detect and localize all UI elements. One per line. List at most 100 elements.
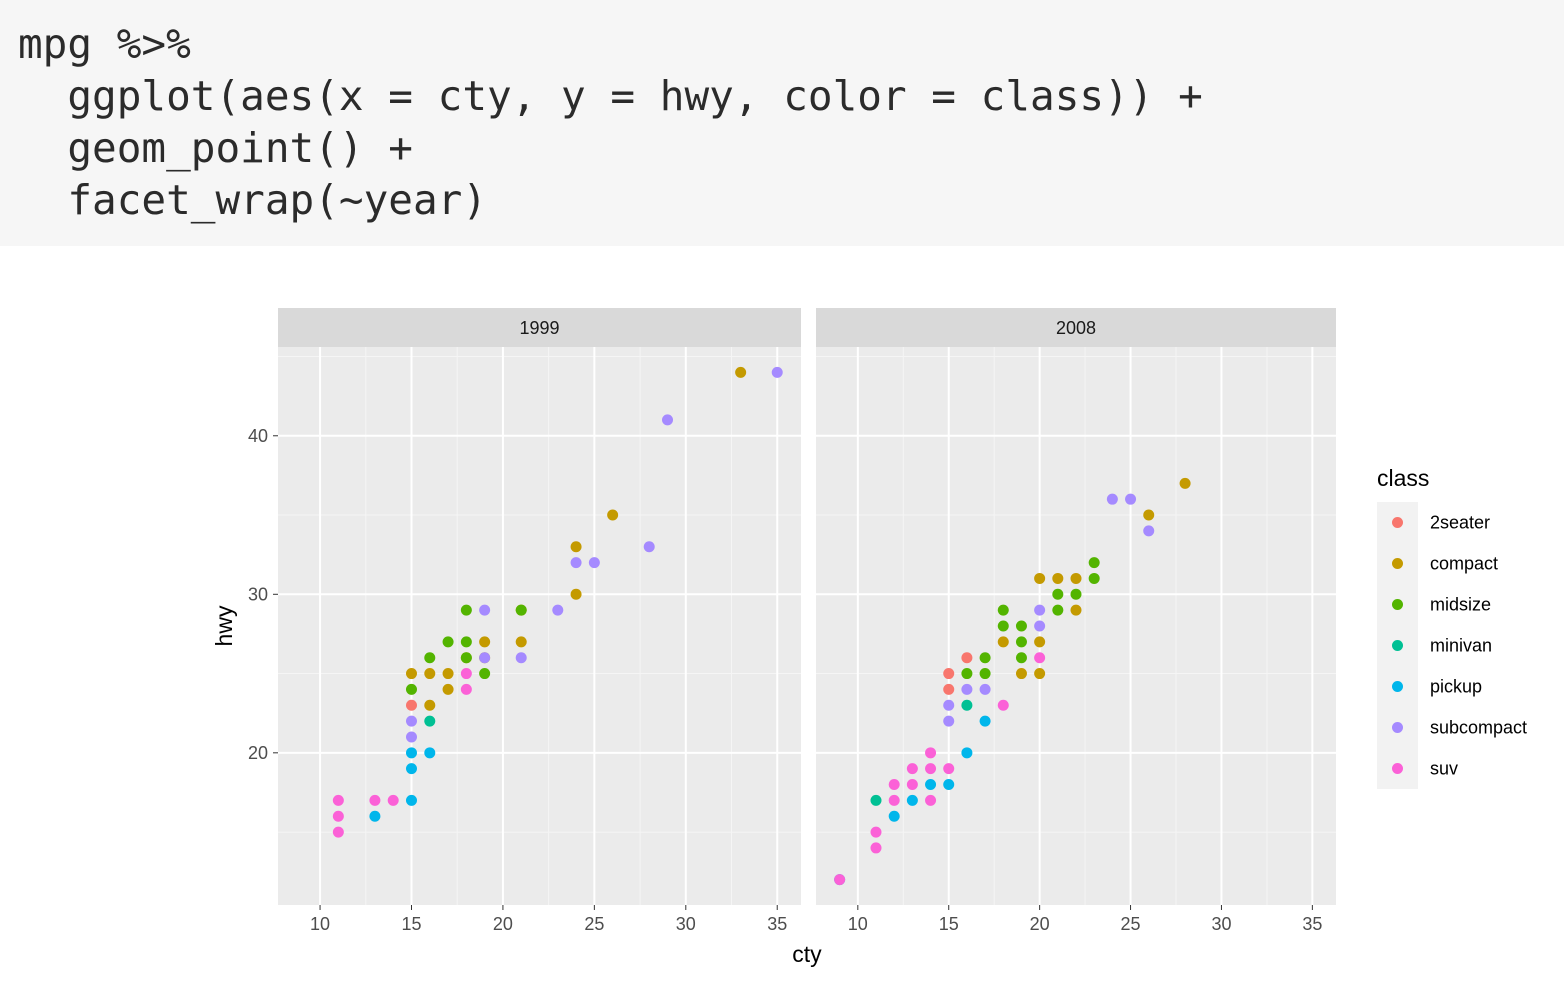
facet-strip-label: 2008 bbox=[1056, 318, 1096, 338]
y-tick-label: 20 bbox=[248, 743, 268, 763]
data-point bbox=[1106, 493, 1118, 505]
data-point bbox=[460, 668, 472, 680]
data-point bbox=[943, 763, 955, 775]
data-point bbox=[943, 668, 955, 680]
legend-swatch bbox=[1392, 517, 1403, 528]
legend-label: pickup bbox=[1430, 677, 1482, 697]
code-block: mpg %>% ggplot(aes(x = cty, y = hwy, col… bbox=[0, 0, 1564, 246]
panel-background bbox=[816, 347, 1336, 905]
code-line: mpg %>% bbox=[18, 20, 191, 68]
facet-strip-label: 1999 bbox=[519, 318, 559, 338]
data-point bbox=[424, 699, 436, 711]
facet-strip bbox=[278, 308, 801, 347]
data-point bbox=[943, 715, 955, 727]
data-point bbox=[997, 636, 1009, 648]
data-point bbox=[515, 604, 527, 616]
data-point bbox=[405, 763, 417, 775]
legend-swatch bbox=[1392, 558, 1403, 569]
x-tick-label: 30 bbox=[1211, 914, 1231, 934]
data-point bbox=[387, 794, 399, 806]
code-line: geom_point() + bbox=[18, 124, 413, 172]
data-point bbox=[552, 604, 564, 616]
data-point bbox=[925, 763, 937, 775]
data-point bbox=[570, 588, 582, 600]
legend-label: minivan bbox=[1430, 636, 1492, 656]
data-point bbox=[1052, 588, 1064, 600]
legend-label: suv bbox=[1430, 759, 1458, 779]
data-point bbox=[870, 826, 882, 838]
data-point bbox=[997, 620, 1009, 632]
data-point bbox=[1034, 636, 1046, 648]
data-point bbox=[961, 683, 973, 695]
data-point bbox=[834, 874, 846, 886]
data-point bbox=[442, 636, 454, 648]
data-point bbox=[979, 652, 991, 664]
legend-swatch bbox=[1392, 640, 1403, 651]
data-point bbox=[515, 636, 527, 648]
data-point bbox=[1070, 588, 1082, 600]
data-point bbox=[1143, 509, 1155, 521]
data-point bbox=[1034, 604, 1046, 616]
data-point bbox=[979, 668, 991, 680]
data-point bbox=[460, 604, 472, 616]
panel-background bbox=[278, 347, 801, 905]
x-tick-label: 20 bbox=[1030, 914, 1050, 934]
data-point bbox=[735, 366, 747, 378]
data-point bbox=[405, 699, 417, 711]
data-point bbox=[888, 794, 900, 806]
data-point bbox=[961, 699, 973, 711]
data-point bbox=[1070, 604, 1082, 616]
data-point bbox=[405, 731, 417, 743]
data-point bbox=[771, 366, 783, 378]
data-point bbox=[979, 715, 991, 727]
data-point bbox=[943, 779, 955, 791]
legend-swatch bbox=[1392, 763, 1403, 774]
data-point bbox=[1179, 477, 1191, 489]
data-point bbox=[405, 668, 417, 680]
data-point bbox=[1015, 636, 1027, 648]
legend-swatch bbox=[1392, 722, 1403, 733]
data-point bbox=[1052, 604, 1064, 616]
data-point bbox=[961, 652, 973, 664]
legend-label: compact bbox=[1430, 554, 1498, 574]
data-point bbox=[925, 779, 937, 791]
data-point bbox=[405, 683, 417, 695]
data-point bbox=[870, 842, 882, 854]
data-point bbox=[888, 810, 900, 822]
x-tick-label: 20 bbox=[493, 914, 513, 934]
data-point bbox=[1034, 572, 1046, 584]
x-axis-title: cty bbox=[792, 941, 822, 967]
data-point bbox=[1034, 652, 1046, 664]
data-point bbox=[1088, 572, 1100, 584]
code-line: ggplot(aes(x = cty, y = hwy, color = cla… bbox=[18, 72, 1203, 120]
data-point bbox=[1088, 557, 1100, 569]
data-point bbox=[332, 826, 344, 838]
data-point bbox=[925, 794, 937, 806]
data-point bbox=[925, 747, 937, 759]
data-point bbox=[460, 652, 472, 664]
data-point bbox=[997, 604, 1009, 616]
data-point bbox=[570, 541, 582, 553]
x-tick-label: 10 bbox=[848, 914, 868, 934]
legend-title: class bbox=[1377, 465, 1429, 491]
x-tick-label: 35 bbox=[1302, 914, 1322, 934]
code-line: facet_wrap(~year) bbox=[18, 176, 487, 224]
data-point bbox=[1143, 525, 1155, 537]
y-axis-title: hwy bbox=[211, 605, 237, 646]
legend-label: midsize bbox=[1430, 595, 1491, 615]
data-point bbox=[405, 747, 417, 759]
x-tick-label: 15 bbox=[939, 914, 959, 934]
data-point bbox=[479, 636, 491, 648]
data-point bbox=[997, 699, 1009, 711]
x-tick-label: 10 bbox=[310, 914, 330, 934]
data-point bbox=[332, 794, 344, 806]
data-point bbox=[870, 794, 882, 806]
x-tick-label: 30 bbox=[676, 914, 696, 934]
data-point bbox=[943, 699, 955, 711]
data-point bbox=[943, 683, 955, 695]
data-point bbox=[369, 794, 381, 806]
y-tick-label: 40 bbox=[248, 426, 268, 446]
x-tick-label: 25 bbox=[1121, 914, 1141, 934]
legend-label: 2seater bbox=[1430, 513, 1490, 533]
